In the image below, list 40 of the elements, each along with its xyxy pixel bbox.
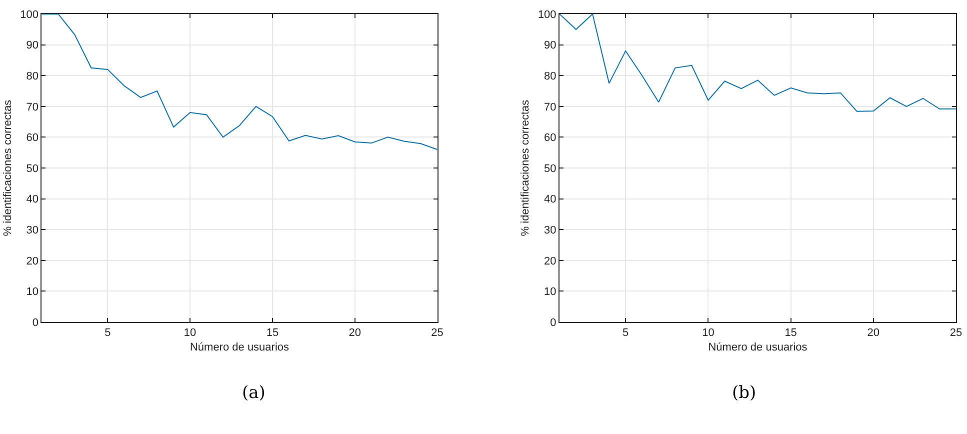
y-tick-label: 0 bbox=[550, 316, 556, 329]
x-tick-label: 5 bbox=[622, 327, 629, 340]
x-tick-label: 25 bbox=[431, 327, 444, 340]
y-tick-label: 60 bbox=[544, 132, 556, 144]
x-tick-label: 15 bbox=[266, 327, 279, 340]
x-tick-label: 25 bbox=[950, 327, 962, 340]
text: (a) bbox=[242, 383, 266, 403]
x-axis-title: Número de usuarios bbox=[708, 341, 808, 354]
y-tick-label: 0 bbox=[32, 316, 39, 329]
y-tick-label: 100 bbox=[538, 8, 556, 21]
y-tick-label: 40 bbox=[544, 194, 556, 206]
y-tick-label: 70 bbox=[544, 101, 556, 114]
x-tick-label: 20 bbox=[348, 327, 361, 340]
y-tick-label: 40 bbox=[26, 194, 39, 206]
y-tick-label: 50 bbox=[26, 162, 39, 175]
y-tick-label: 80 bbox=[544, 70, 556, 82]
y-axis-title: % identificaciones correctas bbox=[2, 99, 14, 236]
y-axis-title: % identificaciones correctas bbox=[520, 99, 532, 236]
y-tick-label: 10 bbox=[26, 286, 39, 298]
y-tick-label: 10 bbox=[544, 286, 556, 298]
y-tick-label: 20 bbox=[26, 255, 39, 268]
y-tick-label: 60 bbox=[26, 132, 39, 144]
y-tick-label: 20 bbox=[544, 255, 556, 268]
y-tick-label: 30 bbox=[544, 224, 556, 236]
y-tick-label: 100 bbox=[20, 8, 39, 21]
line-series bbox=[560, 14, 956, 112]
y-tick-label: 30 bbox=[26, 224, 39, 236]
x-tick-label: 10 bbox=[702, 327, 714, 340]
x-tick-label: 5 bbox=[104, 327, 111, 340]
y-tick-label: 80 bbox=[26, 70, 39, 82]
y-tick-label: 70 bbox=[26, 101, 39, 114]
x-tick-label: 15 bbox=[784, 327, 797, 340]
x-axis-title: Número de usuarios bbox=[190, 341, 290, 354]
y-tick-label: 50 bbox=[544, 162, 556, 175]
text: (b) bbox=[732, 383, 756, 403]
line-series bbox=[42, 14, 438, 150]
y-tick-label: 90 bbox=[544, 40, 556, 52]
x-tick-label: 20 bbox=[867, 327, 880, 340]
x-tick-label: 10 bbox=[184, 327, 196, 340]
y-tick-label: 90 bbox=[26, 40, 39, 52]
